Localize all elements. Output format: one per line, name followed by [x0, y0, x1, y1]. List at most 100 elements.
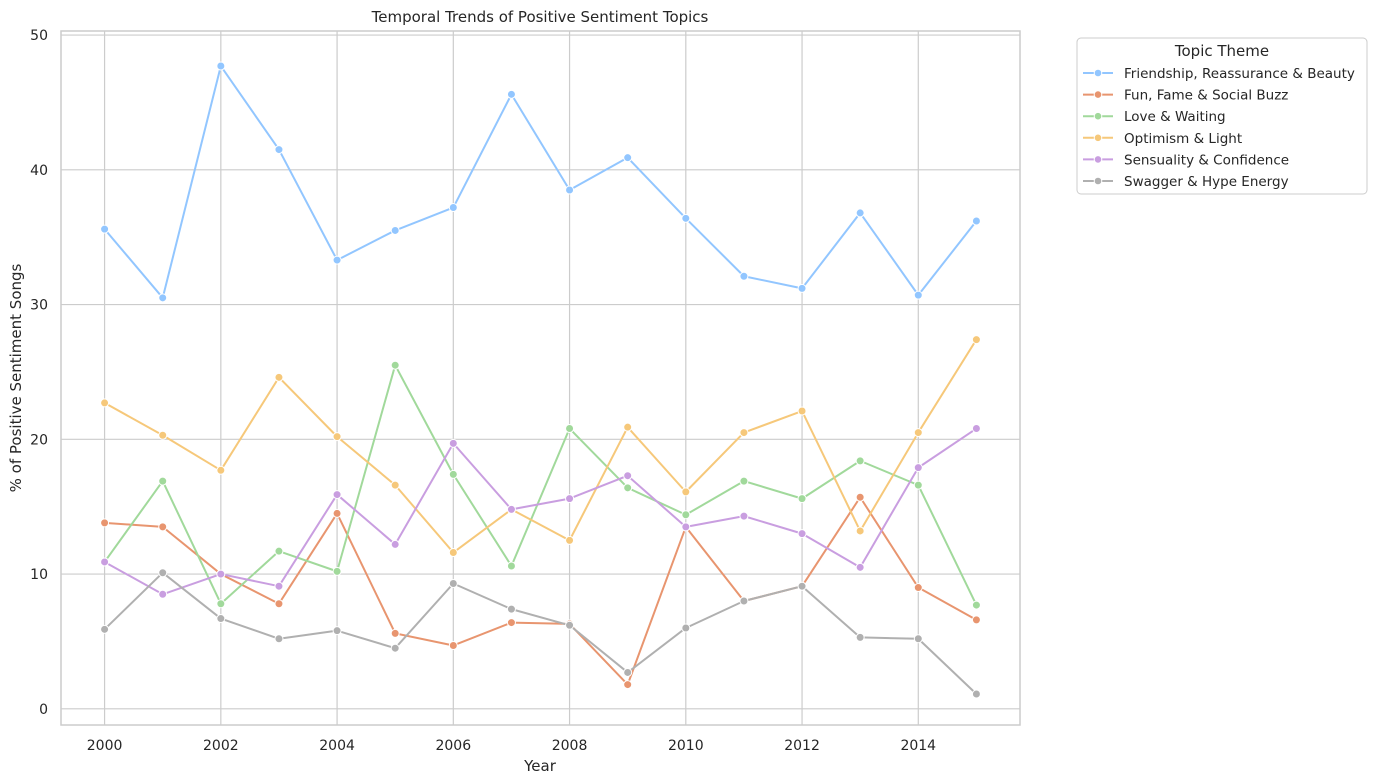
data-point: [506, 89, 516, 99]
data-point: [623, 483, 633, 493]
x-tick-label: 2012: [784, 738, 820, 754]
legend: Topic Theme Friendship, Reassurance & Be…: [1076, 37, 1368, 195]
data-point: [158, 522, 168, 532]
data-point: [739, 476, 749, 486]
data-point: [390, 628, 400, 638]
series-5: [100, 424, 981, 599]
data-point: [971, 615, 981, 625]
data-point: [100, 518, 110, 528]
data-point: [332, 626, 342, 636]
x-axis-title: Year: [523, 757, 557, 775]
data-point: [797, 494, 807, 504]
legend-frame: [1076, 37, 1368, 195]
series-4: [100, 335, 981, 558]
data-point: [390, 539, 400, 549]
data-point: [565, 424, 575, 434]
data-point: [971, 335, 981, 345]
legend-label: Sensuality & Confidence: [1124, 152, 1289, 168]
data-point: [332, 432, 342, 442]
data-point: [681, 522, 691, 532]
data-point: [216, 61, 226, 71]
legend-label: Fun, Fame & Social Buzz: [1124, 88, 1288, 104]
data-point: [332, 508, 342, 518]
series-line: [104, 496, 977, 686]
data-point: [913, 463, 923, 473]
data-point: [855, 208, 865, 218]
data-point: [797, 581, 807, 591]
data-point: [448, 548, 458, 558]
data-point: [274, 372, 284, 382]
data-point: [158, 476, 168, 486]
y-tick-label: 30: [30, 298, 48, 314]
data-point: [623, 153, 633, 163]
data-point: [448, 203, 458, 213]
data-point: [913, 480, 923, 490]
data-point: [565, 620, 575, 630]
data-point: [623, 680, 633, 690]
data-point: [681, 213, 691, 223]
plot-area-frame: [60, 30, 1021, 726]
series-line: [104, 339, 978, 554]
data-point: [158, 430, 168, 440]
x-tick-label: 2014: [900, 738, 936, 754]
data-point: [506, 504, 516, 514]
y-tick-label: 10: [30, 567, 48, 583]
legend-item: Fun, Fame & Social Buzz: [1083, 88, 1288, 104]
legend-swatch-marker: [1093, 68, 1103, 78]
data-point: [390, 225, 400, 235]
data-point: [971, 424, 981, 434]
data-point: [623, 471, 633, 481]
data-point: [390, 360, 400, 370]
legend-item: Swagger & Hype Energy: [1083, 174, 1289, 190]
data-point: [971, 600, 981, 610]
y-tick-label: 0: [39, 702, 48, 718]
y-tick-label: 40: [30, 163, 48, 179]
data-point: [332, 566, 342, 576]
y-tick-label: 20: [30, 432, 48, 448]
data-point: [565, 494, 575, 504]
data-point: [565, 535, 575, 545]
data-point: [332, 490, 342, 500]
data-point: [681, 487, 691, 497]
data-point: [506, 618, 516, 628]
data-point: [739, 271, 749, 281]
x-tick-label: 2010: [668, 738, 704, 754]
legend-swatch-marker: [1093, 176, 1103, 186]
series-line: [103, 364, 978, 606]
legend-item: Sensuality & Confidence: [1083, 152, 1289, 168]
data-point: [739, 428, 749, 438]
data-point: [448, 469, 458, 479]
legend-label: Love & Waiting: [1124, 109, 1226, 125]
legend-item: Friendship, Reassurance & Beauty: [1083, 66, 1355, 82]
legend-title: Topic Theme: [1174, 42, 1269, 60]
series-1: [100, 61, 981, 303]
data-point: [797, 406, 807, 416]
data-point: [158, 293, 168, 303]
data-point: [390, 643, 400, 653]
data-point: [216, 599, 226, 609]
data-point: [971, 689, 981, 699]
legend-swatch-marker: [1093, 133, 1103, 143]
x-tick-label: 2006: [435, 738, 471, 754]
series-6: [100, 568, 981, 699]
series-line: [103, 571, 978, 695]
x-tick-label: 2000: [87, 738, 123, 754]
data-point: [274, 145, 284, 155]
x-axis-ticks: 2000 2002 2004 2006 2008 2010 2012 2014: [87, 738, 936, 754]
data-point: [855, 526, 865, 536]
series-2: [100, 492, 981, 690]
data-point: [855, 492, 865, 502]
grid: [61, 31, 1020, 725]
data-point: [565, 185, 575, 195]
legend-item: Optimism & Light: [1083, 131, 1242, 147]
data-point: [448, 579, 458, 589]
data-point: [274, 634, 284, 644]
series-line: [104, 427, 977, 596]
data-point: [100, 624, 110, 634]
data-point: [448, 640, 458, 650]
y-tick-label: 50: [30, 28, 48, 44]
data-point: [913, 428, 923, 438]
y-axis-title: % of Positive Sentiment Songs: [7, 263, 25, 492]
data-point: [216, 465, 226, 475]
